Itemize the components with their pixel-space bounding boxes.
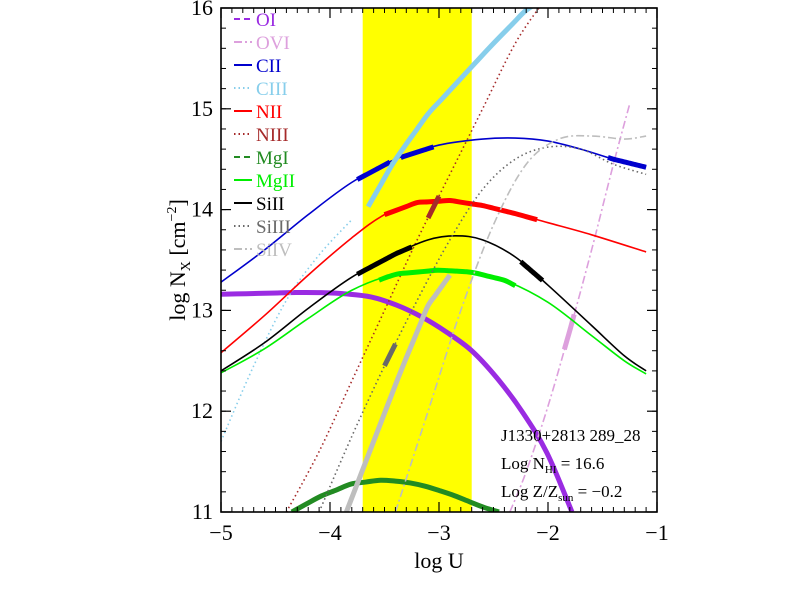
series-line-SiIII xyxy=(318,145,647,512)
y-tick-label: 12 xyxy=(191,398,213,423)
legend-label-MgII: MgII xyxy=(256,171,295,192)
series-thick-CII-0 xyxy=(356,159,392,182)
nhi-annotation: Log NHI = 16.6 xyxy=(501,454,604,476)
y-label-sub: X xyxy=(179,261,194,271)
legend-label-OI: OI xyxy=(256,10,276,31)
z-post: = −0.2 xyxy=(573,482,622,501)
nhi-sub: HI xyxy=(545,464,557,476)
y-tick-label: 15 xyxy=(191,96,213,121)
series-thick-CIIIthick-0 xyxy=(365,8,534,208)
y-tick-label: 11 xyxy=(192,499,213,524)
y-label-unit-post: ] xyxy=(165,199,190,206)
legend-label-SiIV: SiIV xyxy=(256,240,292,261)
series-thick-MgII-0 xyxy=(378,267,517,288)
series-thick-NIII-0 xyxy=(425,195,442,220)
series-line-OVI xyxy=(509,103,631,512)
series-thick-NII-0 xyxy=(383,198,538,223)
legend-label-SiIII: SiIII xyxy=(256,217,291,238)
y-axis-label: log NX [cm−2] xyxy=(165,199,194,321)
legend-label-OVI: OVI xyxy=(256,33,290,54)
y-tick-label: 16 xyxy=(191,0,213,20)
y-tick-label: 13 xyxy=(191,297,213,322)
nhi-pre: Log N xyxy=(501,454,545,473)
series-thick-SiIII-0 xyxy=(382,342,398,367)
y-tick-label: 14 xyxy=(191,197,213,222)
series-thick-MgI-0 xyxy=(290,477,500,512)
x-tick-label: −5 xyxy=(209,520,232,545)
z-sub: sun xyxy=(558,492,574,504)
legend-label-NII: NII xyxy=(256,102,282,123)
z-annotation: Log Z/Zsun = −0.2 xyxy=(501,482,622,504)
legend-label-SiII: SiII xyxy=(256,194,285,215)
object-annotation: J1330+2813 289_28 xyxy=(501,426,640,445)
series-thick-SiII-0 xyxy=(356,244,413,277)
y-label-unit-sup: −2 xyxy=(165,207,180,222)
legend-label-CII: CII xyxy=(256,56,281,77)
z-pre: Log Z/Z xyxy=(501,482,558,501)
x-tick-label: −3 xyxy=(427,520,450,545)
series-line-SiII xyxy=(221,235,647,372)
x-axis-label: log U xyxy=(414,548,464,573)
y-label-unit-pre: [cm xyxy=(165,221,190,261)
x-tick-label: −1 xyxy=(645,520,668,545)
series-thick-CII-1 xyxy=(400,144,435,160)
legend-label-MgI: MgI xyxy=(256,148,289,169)
x-tick-label: −4 xyxy=(318,520,341,545)
series-line-NIII xyxy=(285,8,540,512)
legend-label-NIII: NIII xyxy=(256,125,289,146)
legend-label-CIII: CIII xyxy=(256,79,288,100)
series-thick-SiIVthick-0 xyxy=(344,273,452,512)
y-label-main: log N xyxy=(165,271,190,321)
series-thick-CII-2 xyxy=(607,155,647,170)
x-tick-label: −2 xyxy=(536,520,559,545)
series-thick-SiII-1 xyxy=(519,259,545,283)
nhi-post: = 16.6 xyxy=(557,454,605,473)
series-thick-OI-0 xyxy=(221,289,575,512)
series-line-SiIV xyxy=(394,134,647,512)
